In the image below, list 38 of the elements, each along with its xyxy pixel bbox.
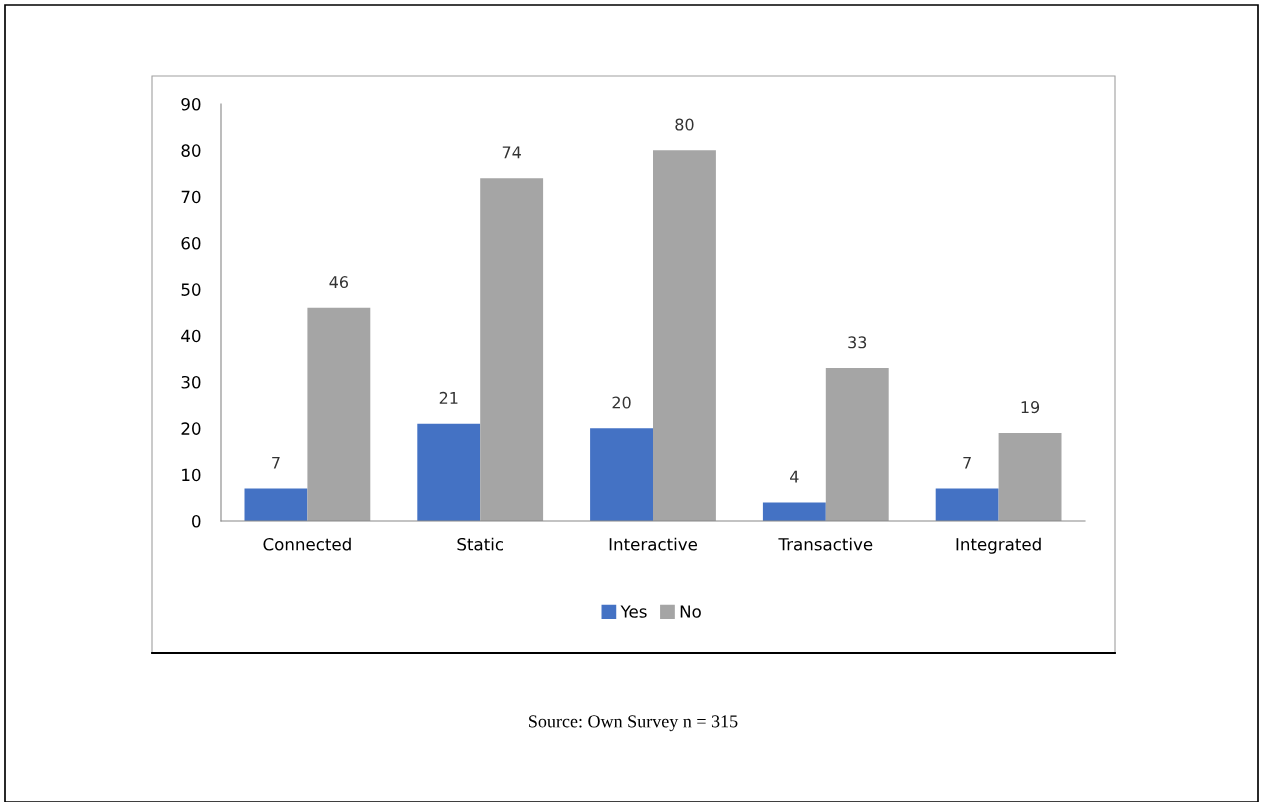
legend-label: Yes	[620, 605, 647, 618]
data-label: 21	[439, 391, 458, 404]
bar	[653, 150, 716, 521]
bar	[244, 488, 308, 521]
bar	[307, 307, 371, 521]
data-label: 19	[1021, 401, 1040, 414]
y-tick-label: 40	[181, 329, 201, 343]
bar	[480, 178, 544, 521]
data-label: 46	[329, 276, 349, 289]
legend-label: No	[680, 605, 701, 618]
bar	[417, 423, 481, 521]
bar	[998, 432, 1062, 521]
x-tick-label: Transactive	[778, 537, 873, 551]
x-tick-label: Static	[457, 537, 503, 551]
bar	[935, 488, 999, 521]
y-tick-label: 90	[181, 97, 201, 111]
y-tick-label: 30	[181, 375, 201, 389]
x-tick-label: Connected	[263, 537, 351, 551]
y-tick-label: 60	[181, 236, 201, 250]
data-label: 80	[675, 118, 694, 131]
source-note: Source: Own Survey n = 315	[529, 715, 738, 732]
bar	[590, 428, 653, 521]
y-tick-label: 20	[181, 422, 201, 435]
x-tick-label: Interactive	[609, 537, 697, 551]
y-tick-label: 70	[181, 190, 201, 204]
y-tick-label: 10	[182, 468, 201, 482]
y-tick-label: 50	[181, 283, 201, 296]
data-label: 20	[612, 396, 631, 409]
x-tick-label: Integrated	[956, 537, 1041, 554]
bar	[825, 368, 889, 521]
y-tick-label: 0	[192, 514, 201, 528]
data-label: 7	[963, 456, 971, 469]
data-label: 7	[272, 456, 280, 469]
data-label: 4	[790, 470, 799, 483]
data-label: 33	[848, 336, 867, 349]
y-tick-label: 80	[181, 144, 201, 157]
data-label: 74	[502, 146, 521, 159]
bar	[762, 502, 826, 521]
